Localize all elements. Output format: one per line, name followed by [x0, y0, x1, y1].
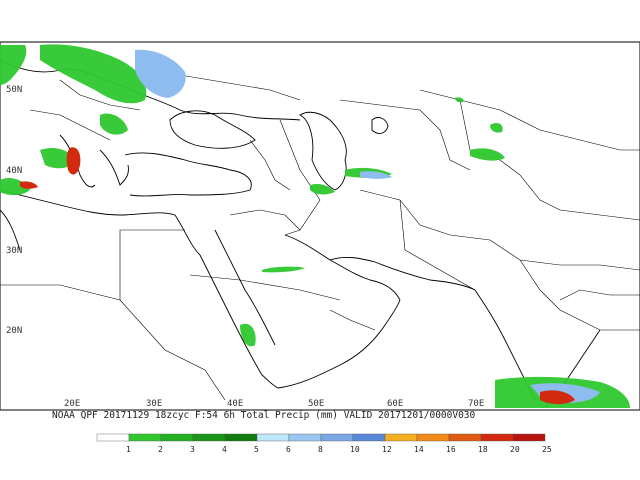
colorbar-label: 1	[126, 445, 131, 454]
colorbar-swatch	[384, 433, 418, 442]
colorbar-label: 3	[190, 445, 195, 454]
colorbar-swatch	[128, 433, 162, 442]
colorbar-swatch	[288, 433, 322, 442]
colorbar-swatch	[512, 433, 546, 442]
colorbar-label: 25	[542, 445, 552, 454]
colorbar-swatch	[160, 433, 194, 442]
colorbar-swatch	[352, 433, 386, 442]
colorbar-swatch	[96, 433, 130, 442]
lat-label-40n: 40N	[6, 166, 22, 176]
colorbar-label: 8	[318, 445, 323, 454]
lat-label-30n: 30N	[6, 246, 22, 256]
precip-heavy	[20, 147, 575, 405]
colorbar-label: 18	[478, 445, 488, 454]
colorbar-swatch	[448, 433, 482, 442]
lon-label-40e: 40E	[227, 399, 243, 409]
colorbar-label: 5	[254, 445, 259, 454]
colorbar-label: 16	[446, 445, 456, 454]
lon-label-30e: 30E	[146, 399, 162, 409]
colorbar-swatch	[192, 433, 226, 442]
colorbar: 1 2 3 4 5 6 8 10 12 14 16 18 20 25	[96, 433, 552, 454]
lat-label-20n: 20N	[6, 326, 22, 336]
colorbar-label: 10	[350, 445, 360, 454]
map-title: NOAA QPF 20171129 18zcyc F:54 6h Total P…	[52, 410, 476, 421]
colorbar-swatch	[320, 433, 354, 442]
colorbar-swatch	[480, 433, 514, 442]
colorbar-label: 14	[414, 445, 424, 454]
colorbar-label: 12	[382, 445, 392, 454]
colorbar-swatch	[416, 433, 450, 442]
lon-label-60e: 60E	[387, 399, 403, 409]
colorbar-label: 2	[158, 445, 163, 454]
colorbar-label: 6	[286, 445, 291, 454]
lon-label-70e: 70E	[468, 399, 484, 409]
colorbar-label: 20	[510, 445, 520, 454]
map-frame	[0, 41, 640, 411]
lat-label-50n: 50N	[6, 85, 22, 95]
colorbar-label: 4	[222, 445, 227, 454]
lon-label-20e: 20E	[64, 399, 80, 409]
colorbar-swatch	[256, 433, 290, 442]
lon-label-50e: 50E	[308, 399, 324, 409]
colorbar-swatch	[224, 433, 258, 442]
